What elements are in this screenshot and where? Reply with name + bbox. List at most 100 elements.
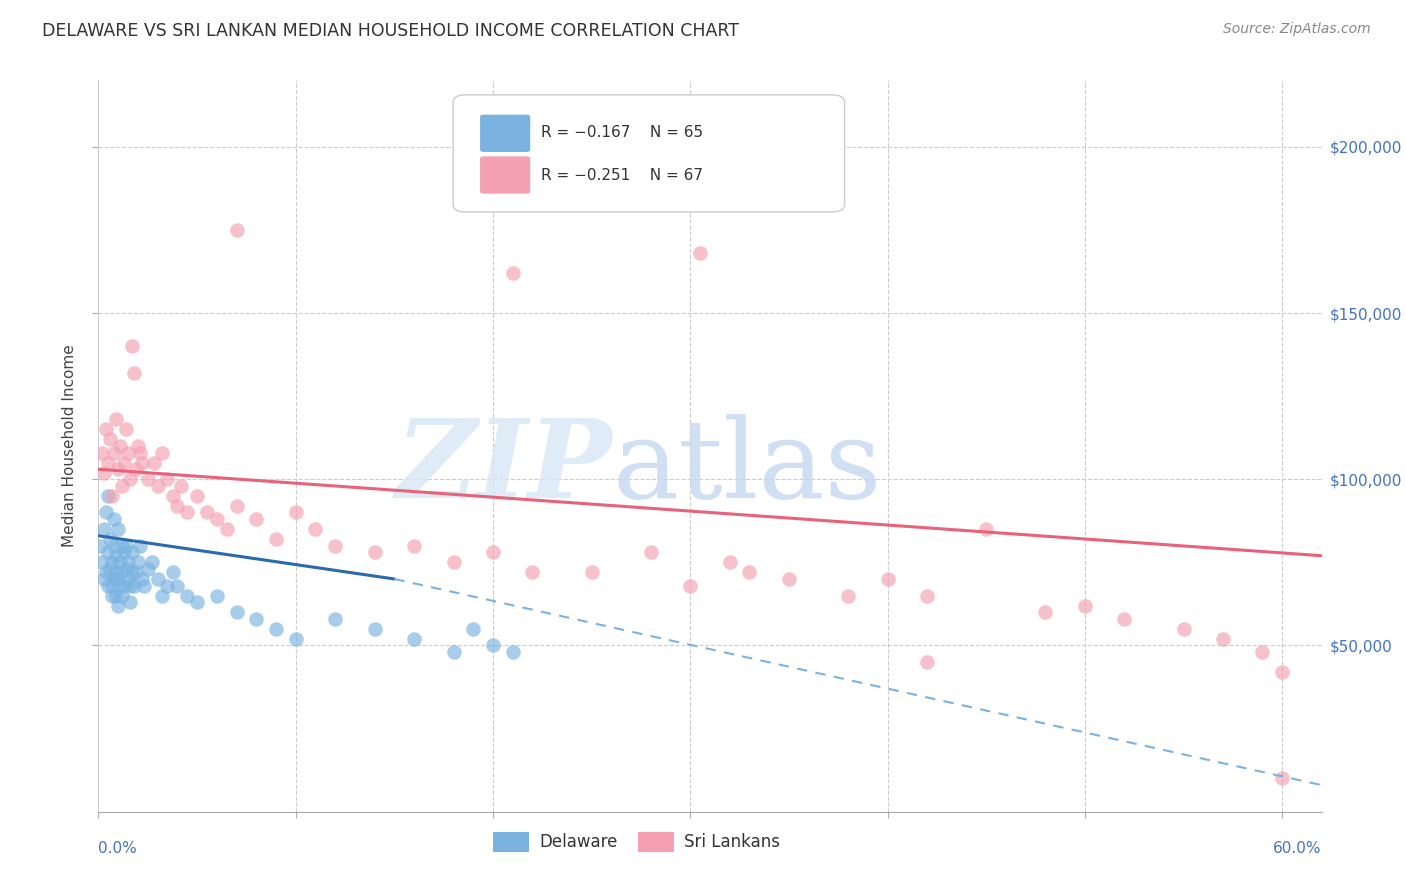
Point xyxy=(101,555,124,569)
Point xyxy=(118,472,141,486)
Point xyxy=(96,422,118,436)
Point xyxy=(915,655,938,669)
Point xyxy=(105,566,128,580)
Point xyxy=(679,579,702,593)
Point xyxy=(146,479,169,493)
Point xyxy=(89,539,111,553)
Point xyxy=(136,562,159,576)
Point xyxy=(108,579,131,593)
Point xyxy=(107,599,129,613)
Point xyxy=(176,506,198,520)
Point xyxy=(141,555,163,569)
Point xyxy=(108,439,131,453)
Point xyxy=(363,545,385,559)
Point xyxy=(1173,622,1195,636)
Text: R = −0.167    N = 65: R = −0.167 N = 65 xyxy=(541,126,703,140)
Point xyxy=(105,549,128,563)
Point xyxy=(91,555,114,569)
Text: R = −0.251    N = 67: R = −0.251 N = 67 xyxy=(541,168,703,183)
Point xyxy=(186,595,208,609)
Point xyxy=(117,572,139,586)
Point xyxy=(245,612,267,626)
Point xyxy=(363,622,385,636)
Point xyxy=(111,539,134,553)
Point xyxy=(112,579,135,593)
Point xyxy=(98,433,121,447)
Point xyxy=(101,589,124,603)
Point xyxy=(98,562,121,576)
Point xyxy=(1271,665,1294,679)
Point xyxy=(404,632,426,646)
Point xyxy=(915,589,938,603)
Point xyxy=(1114,612,1136,626)
Point xyxy=(522,566,544,580)
Point xyxy=(581,566,603,580)
Point xyxy=(132,579,155,593)
Point xyxy=(1035,605,1057,619)
Point xyxy=(738,566,761,580)
Point xyxy=(136,472,159,486)
Point xyxy=(96,566,118,580)
Point xyxy=(107,522,129,536)
Point xyxy=(97,456,120,470)
Point xyxy=(103,445,125,459)
Point xyxy=(101,579,124,593)
Point xyxy=(115,562,138,576)
Point xyxy=(93,466,115,480)
Point xyxy=(97,545,120,559)
Point xyxy=(150,589,173,603)
Text: 60.0%: 60.0% xyxy=(1274,841,1322,856)
Point xyxy=(502,266,524,280)
Point xyxy=(127,439,149,453)
Point xyxy=(166,499,188,513)
Point xyxy=(93,522,115,536)
Point xyxy=(718,555,741,569)
Point xyxy=(146,572,169,586)
Text: 0.0%: 0.0% xyxy=(98,841,138,856)
Point xyxy=(122,366,145,380)
Point xyxy=(1271,772,1294,786)
FancyBboxPatch shape xyxy=(453,95,845,212)
Point xyxy=(640,545,662,559)
Point xyxy=(225,605,247,619)
Point xyxy=(111,479,134,493)
Point xyxy=(162,489,184,503)
Point xyxy=(128,445,150,459)
Point xyxy=(205,589,228,603)
Point xyxy=(284,632,307,646)
Point xyxy=(689,246,711,260)
Point xyxy=(1074,599,1097,613)
Point xyxy=(482,545,505,559)
Point xyxy=(156,579,179,593)
Point xyxy=(111,566,134,580)
Point xyxy=(284,506,307,520)
Point xyxy=(443,645,465,659)
Point xyxy=(117,555,139,569)
Point xyxy=(156,472,179,486)
Point xyxy=(323,539,346,553)
Point xyxy=(482,639,505,653)
Point xyxy=(205,512,228,526)
Point xyxy=(103,572,125,586)
Text: DELAWARE VS SRI LANKAN MEDIAN HOUSEHOLD INCOME CORRELATION CHART: DELAWARE VS SRI LANKAN MEDIAN HOUSEHOLD … xyxy=(42,22,740,40)
Point xyxy=(105,412,128,426)
Point xyxy=(98,532,121,546)
Point xyxy=(1251,645,1274,659)
Point xyxy=(122,579,145,593)
Point xyxy=(96,506,118,520)
Point xyxy=(186,489,208,503)
Point xyxy=(103,539,125,553)
Point xyxy=(131,456,153,470)
Point xyxy=(105,589,128,603)
FancyBboxPatch shape xyxy=(479,156,530,194)
Point xyxy=(150,445,173,459)
Point xyxy=(115,422,138,436)
Point xyxy=(502,645,524,659)
Point xyxy=(121,566,143,580)
Point xyxy=(117,445,139,459)
Text: ZIP: ZIP xyxy=(395,414,612,522)
Point xyxy=(264,532,287,546)
Point xyxy=(195,506,218,520)
Point xyxy=(225,223,247,237)
Point xyxy=(166,579,188,593)
